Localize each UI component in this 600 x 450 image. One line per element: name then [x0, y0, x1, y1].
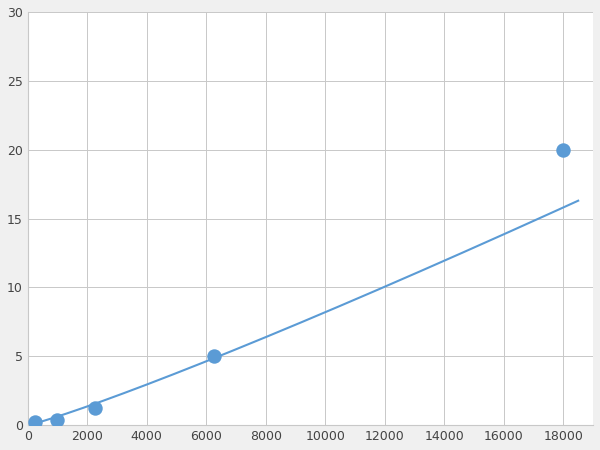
Point [90, 405, 100, 412]
Point [559, 146, 568, 153]
Point [209, 353, 218, 360]
Point [53, 416, 62, 423]
Point [31, 419, 40, 426]
